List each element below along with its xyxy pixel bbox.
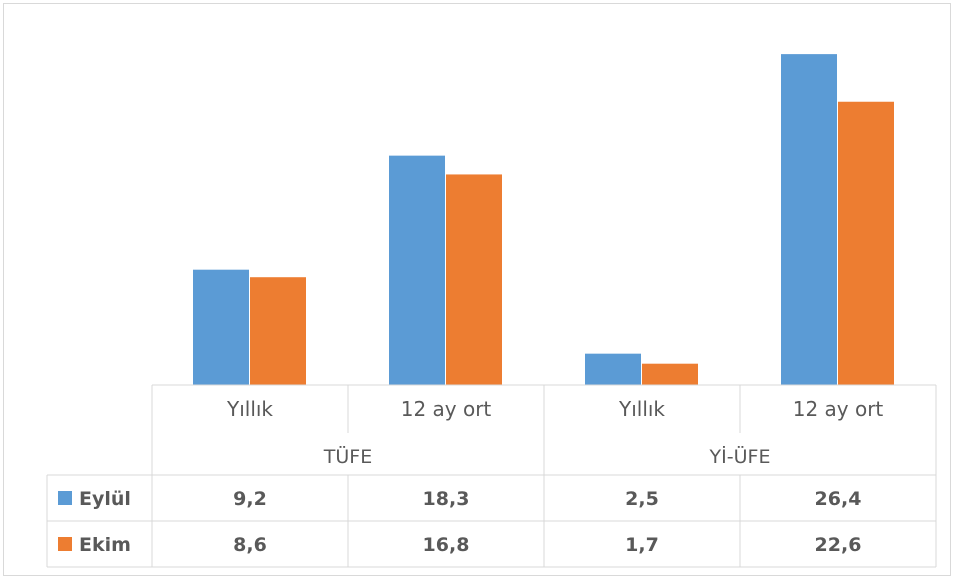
bars-layer: [193, 54, 894, 386]
bar-ekim-0: [250, 277, 306, 385]
bar-ekim-2: [642, 363, 698, 385]
bar-eylul-3: [781, 54, 837, 386]
bar-ekim-1: [446, 174, 502, 385]
group-label-1: Yİ-ÜFE: [709, 445, 771, 468]
data-table: Yıllık 12 ay ort Yıllık 12 ay ort TÜFE Yİ-ÜFE…: [46, 384, 937, 568]
legend-label-eylul: Eylül: [79, 488, 131, 510]
bar-eylul-0: [193, 269, 249, 385]
value-label-eylul-2: 2,5: [625, 488, 659, 510]
value-label-eylul-0: 9,2: [233, 488, 267, 510]
bar-eylul-2: [585, 353, 641, 385]
legend-label-ekim: Ekim: [79, 534, 131, 556]
category-label-1: 12 ay ort: [401, 397, 492, 421]
value-label-eylul-1: 18,3: [423, 488, 470, 510]
value-label-eylul-3: 26,4: [815, 488, 862, 510]
chart-border: [3, 3, 951, 576]
category-label-3: 12 ay ort: [793, 397, 884, 421]
value-label-ekim-1: 16,8: [423, 534, 470, 556]
bar-ekim-3: [838, 101, 894, 385]
value-label-ekim-0: 8,6: [233, 534, 267, 556]
legend-swatch-eylul: [58, 491, 72, 505]
group-label-0: TÜFE: [323, 445, 372, 468]
category-label-2: Yıllık: [618, 397, 665, 421]
bar-eylul-1: [389, 155, 445, 385]
value-label-ekim-2: 1,7: [625, 534, 659, 556]
category-label-0: Yıllık: [226, 397, 273, 421]
value-label-ekim-3: 22,6: [815, 534, 862, 556]
legend-swatch-ekim: [58, 537, 72, 551]
